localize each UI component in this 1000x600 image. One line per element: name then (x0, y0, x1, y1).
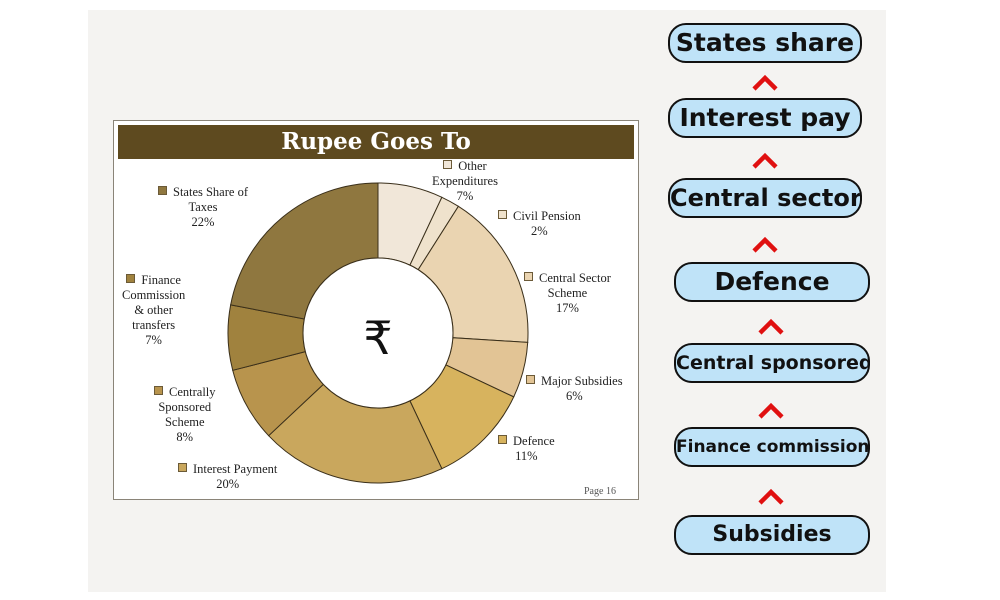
legend-swatch (498, 435, 507, 444)
legend-swatch (524, 272, 533, 281)
slice-label-text: Central Sector (539, 271, 611, 285)
flow-step-5: Central sponsored (674, 343, 870, 383)
slice-percent: 7% (456, 189, 474, 203)
legend-swatch (498, 210, 507, 219)
legend-swatch (154, 386, 163, 395)
slice-label-text: Expenditures (432, 174, 498, 188)
slice-label-text: Interest Payment (193, 462, 278, 476)
slice-label-text: Taxes (188, 200, 218, 214)
legend-swatch (158, 186, 167, 195)
slice-percent: 8% (176, 430, 194, 444)
chevron-up-icon (758, 488, 784, 505)
chevron-up-icon (752, 236, 778, 253)
flow-step-7: Subsidies (674, 515, 870, 555)
flow-step-3: Central sector (668, 178, 862, 218)
slice-label-text: Civil Pension (513, 209, 581, 223)
slice-label-text: States Share of (173, 185, 248, 199)
flow-step-6: Finance commission (674, 427, 870, 467)
slice-percent: 17% (555, 301, 579, 315)
slice-label-text: Sponsored (158, 400, 212, 414)
legend-swatch (126, 274, 136, 283)
slice-label-text: Centrally (169, 385, 216, 399)
slice-percent: 2% (531, 224, 548, 238)
slice-label-text: transfers (132, 318, 176, 332)
page-number: Page 16 (584, 486, 616, 497)
slice-label-8: States Share of Taxes 22% (158, 185, 248, 230)
legend-swatch (526, 375, 535, 384)
slice-label-text: Scheme (164, 415, 205, 429)
slice-percent: 11% (515, 449, 538, 463)
slice-label-text: Scheme (547, 286, 588, 300)
slice-label-text: Major Subsidies (541, 374, 623, 388)
slice-percent: 22% (191, 215, 215, 229)
donut-chart (227, 182, 529, 484)
slice-label-text: Defence (513, 434, 555, 448)
slice-label-2: Central Sector Scheme 17% (524, 271, 611, 316)
chevron-up-icon (752, 152, 778, 169)
slice-percent: 7% (145, 333, 162, 347)
slice-label-1: Civil Pension 2% (498, 209, 581, 239)
slice-label-3: Major Subsidies 6% (526, 374, 623, 404)
flow-step-2: Interest pay (668, 98, 862, 138)
slice-label-5: Interest Payment 20% (178, 462, 277, 492)
legend-swatch (178, 463, 187, 472)
slice-label-text: & other (134, 303, 173, 317)
chevron-up-icon (758, 318, 784, 335)
chevron-up-icon (758, 402, 784, 419)
legend-swatch (443, 160, 453, 169)
slice-label-6: Centrally Sponsored Scheme 8% (154, 385, 216, 445)
slice-label-7: Finance Commission & other transfers 7% (122, 273, 185, 348)
slice-percent: 6% (565, 389, 583, 403)
chart-title: Rupee Goes To (118, 125, 634, 159)
flow-step-1: States share (668, 23, 862, 63)
rupee-icon: ₹ (363, 311, 393, 365)
slice-label-0: Other Expenditures 7% (432, 159, 498, 204)
slice-label-text: Other (458, 159, 487, 173)
slice-label-4: Defence 11% (498, 434, 555, 464)
slice-label-text: Finance (141, 273, 181, 287)
chevron-up-icon (752, 74, 778, 91)
slice-percent: 20% (216, 477, 240, 491)
flow-step-4: Defence (674, 262, 870, 302)
donut-hole (302, 257, 454, 409)
chart-slide: Rupee Goes To ₹ Other Expenditures 7% Civil… (113, 120, 639, 500)
slice-label-text: Commission (122, 288, 186, 302)
